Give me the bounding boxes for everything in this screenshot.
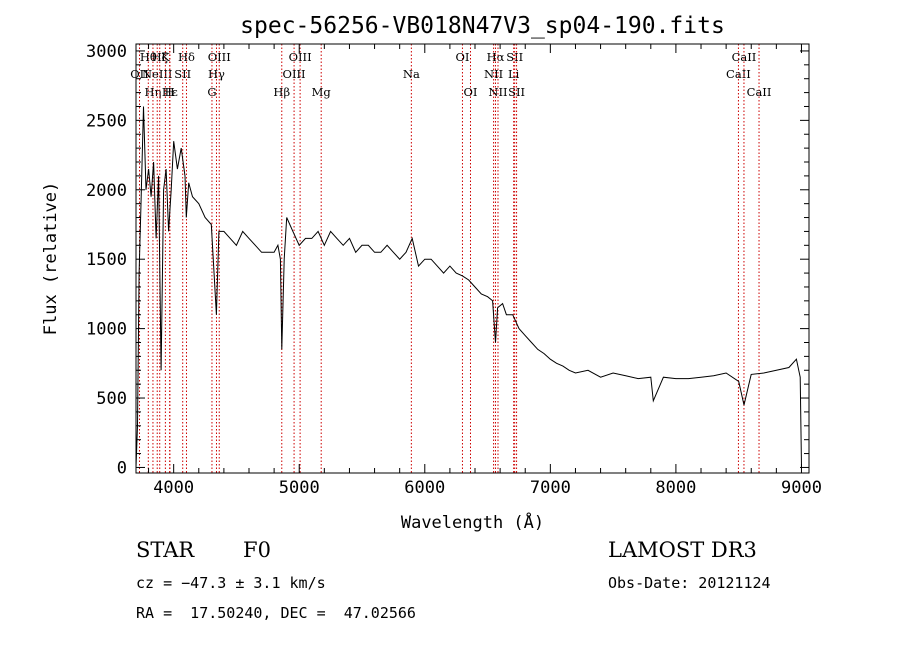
plot-frame — [135, 43, 810, 474]
y-tick-label: 0 — [117, 458, 127, 478]
spectral-line-label: CaII — [732, 50, 757, 64]
chart-title: spec-56256-VB018N47V3_sp04-190.fits — [240, 13, 725, 39]
spectral-line-label: NII — [488, 85, 507, 99]
spectrum-line — [135, 106, 802, 468]
y-tick-label: 1000 — [86, 320, 127, 340]
spectral-line-label: CaII — [726, 67, 751, 81]
spectral-line-label: SII — [508, 85, 525, 99]
y-tick-label: 2000 — [86, 181, 127, 201]
y-tick-label: 3000 — [86, 42, 127, 62]
spectral-line-label: K — [161, 50, 170, 64]
y-tick-label: 2500 — [86, 111, 127, 131]
spectral-line-label: Na — [403, 67, 420, 81]
spectral-line-label: Hθ — [140, 50, 157, 64]
x-tick-label: 6000 — [404, 478, 445, 498]
survey-label: LAMOST DR3 — [608, 538, 757, 562]
spectral-line-label: OI — [455, 50, 469, 64]
spectral-line-label: Mg — [312, 85, 332, 99]
spectral-line-label: Hδ — [178, 50, 195, 64]
x-tick-label: 8000 — [655, 478, 696, 498]
x-tick-label: 9000 — [781, 478, 822, 498]
spectral-line-label: Hα — [487, 50, 505, 64]
object-subclass: F0 — [243, 538, 271, 562]
spectral-line-label: OI — [463, 85, 477, 99]
spectral-line-label: OIII — [208, 50, 231, 64]
redshift-readout: cz = −47.3 ± 3.1 km/s — [136, 574, 326, 592]
spectral-line-label: Hη — [144, 85, 161, 99]
x-tick-label: 4000 — [153, 478, 194, 498]
obs-date: Obs-Date: 20121124 — [608, 574, 771, 592]
coordinates-readout: RA = 17.50240, DEC = 47.02566 — [136, 604, 416, 622]
spectral-line-label: Hβ — [273, 85, 290, 99]
spectral-line-label: NeIII — [142, 67, 173, 81]
spectral-line-label: G — [207, 85, 216, 99]
y-tick-label: 500 — [96, 389, 127, 409]
spectral-line-label: Hγ — [208, 67, 225, 81]
spectral-line-label: Hζ — [152, 50, 168, 64]
y-tick-label: 1500 — [86, 250, 127, 270]
x-tick-label: 5000 — [279, 478, 320, 498]
spectral-line-label: CaII — [747, 85, 772, 99]
spectral-line-label: OIII — [283, 67, 306, 81]
spectral-line-label: SII — [174, 67, 191, 81]
spectral-line-label: OIII — [289, 50, 312, 64]
spectral-line-label: NII — [484, 67, 503, 81]
x-tick-label: 7000 — [530, 478, 571, 498]
y-axis-label: Flux (relative) — [41, 182, 61, 336]
spectral-line-label: H — [165, 85, 175, 99]
spectral-line-label: Li — [508, 67, 520, 81]
spectral-line-label: SII — [506, 50, 523, 64]
x-axis-label: Wavelength (Å) — [401, 511, 544, 533]
spectral-line-label: Hε — [162, 85, 178, 99]
spectral-line-label: OII — [130, 67, 149, 81]
object-class: STAR — [136, 538, 195, 562]
